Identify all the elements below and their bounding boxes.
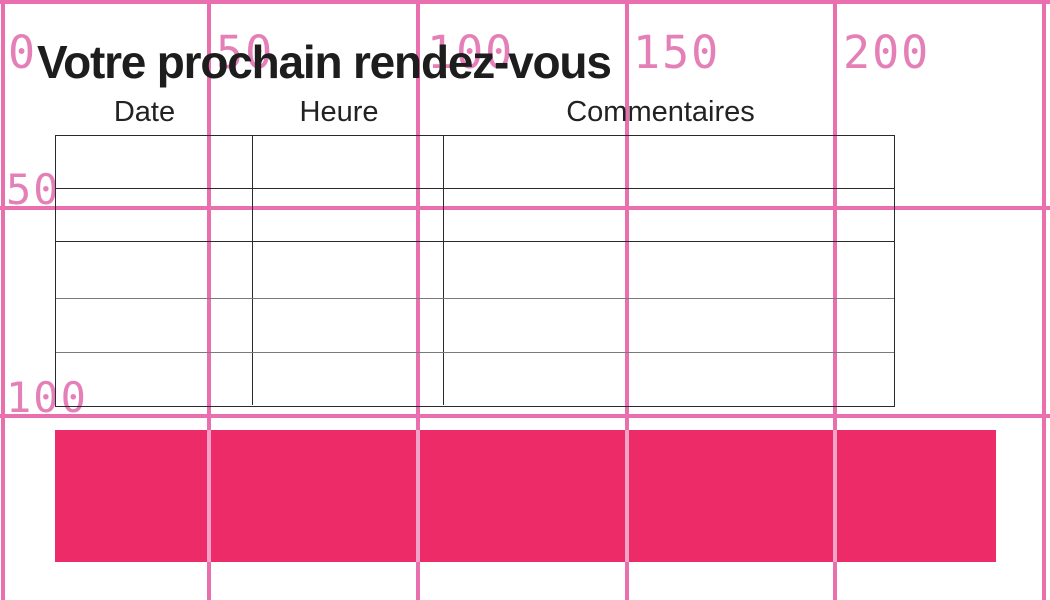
grid-line-horizontal [0,0,1050,4]
table-cell [444,189,894,241]
table-cell [444,353,894,405]
table-cell [56,353,253,405]
grid-line-overlay [625,430,629,562]
ruler-tick-label-left: 100 [6,373,88,422]
grid-line-overlay [416,430,420,562]
table-cell [444,242,894,298]
table-cell [253,136,445,188]
grid-line-vertical [207,0,211,600]
column-header-commentaires: Commentaires [566,96,755,128]
ruler-tick-label-top: 150 [633,26,721,79]
table-cell [444,299,894,352]
grid-line-vertical [625,0,629,600]
grid-line-vertical [1042,0,1046,600]
table-cell [56,242,253,298]
table-cell [56,299,253,352]
table-row [56,299,894,353]
ruler-tick-label-top: 200 [843,26,931,79]
grid-line-vertical [1,0,5,600]
grid-line-horizontal [0,206,1050,210]
ruler-tick-label-top: 50 [216,26,275,79]
column-header-date: Date [113,96,176,128]
table-cell [253,299,445,352]
table-row [56,136,894,189]
page-title: Votre prochain rendez-vous [37,36,612,88]
ruler-tick-label-top: 100 [427,26,515,79]
grid-line-overlay [207,430,211,562]
ruler-tick-label-left: 50 [6,165,61,214]
grid-line-vertical [833,0,837,600]
highlight-bar [55,430,996,562]
grid-line-overlay [833,430,837,562]
table-cell [56,136,253,188]
ruler-tick-label-top: 0 [8,26,38,79]
table-row [56,189,894,242]
table-cell [56,189,253,241]
table-cell [253,353,445,405]
table-row [56,242,894,299]
table-cell [253,242,445,298]
grid-line-horizontal [0,414,1050,418]
table-row [56,353,894,405]
column-header-heure: Heure [299,96,379,128]
appointments-table [55,135,895,407]
grid-line-vertical [416,0,420,600]
table-cell [444,136,894,188]
table-cell [253,189,445,241]
